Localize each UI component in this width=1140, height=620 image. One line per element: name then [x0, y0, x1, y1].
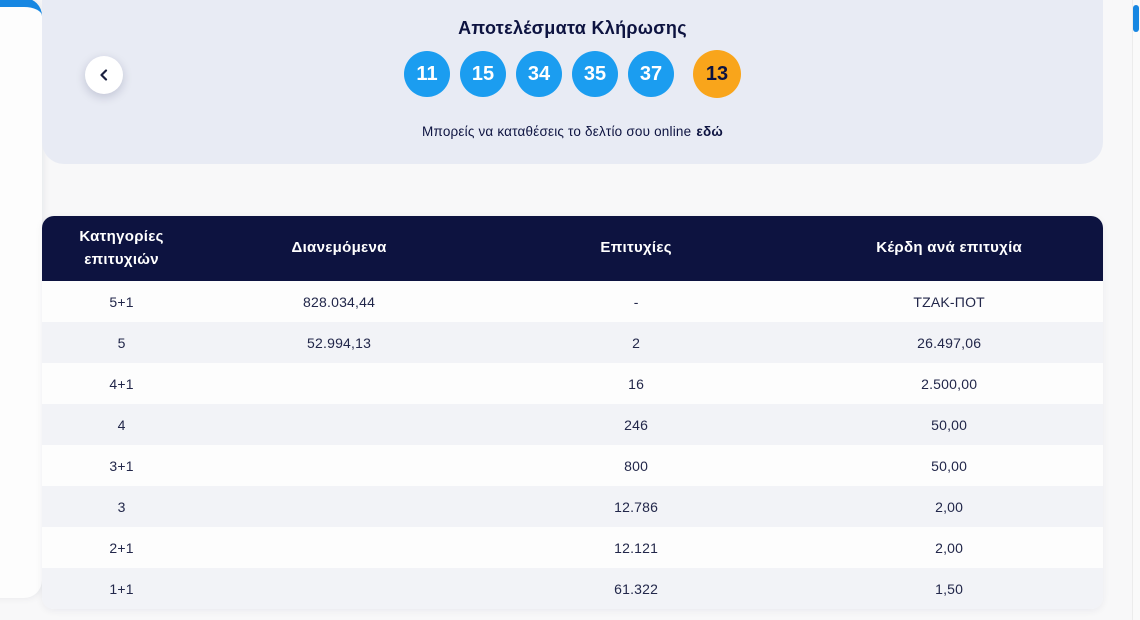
winners-cell: 61.322	[614, 580, 659, 597]
prize-cell: 2,00	[935, 539, 964, 556]
number-ball: 34	[516, 51, 562, 97]
winners-cell: 800	[624, 457, 649, 474]
number-ball: 15	[460, 51, 506, 97]
category-cell: 2+1	[109, 539, 134, 556]
winners-cell: 12.121	[614, 539, 659, 556]
prize-cell: 2.500,00	[921, 375, 978, 392]
table-row: 5 52.994,13 2 26.497,06	[42, 322, 1103, 363]
column-header: Κατηγορίες επιτυχιών	[42, 216, 202, 281]
prize-cell: ΤΖΑΚ-ΠΟΤ	[913, 293, 985, 310]
category-cell: 1+1	[109, 580, 134, 597]
distributed-cell: 52.994,13	[307, 334, 372, 351]
table-row: 1+1 61.322 1,50	[42, 568, 1103, 609]
scrollbar-thumb[interactable]	[1133, 5, 1139, 32]
distributed-cell: 828.034,44	[303, 293, 376, 310]
category-cell: 3+1	[109, 457, 134, 474]
number-ball: 11	[404, 51, 450, 97]
category-cell: 4	[117, 416, 126, 433]
column-header: Επιτυχίες	[477, 216, 796, 281]
table-body: 5+1 828.034,44 - ΤΖΑΚ-ΠΟΤ 5 52.994,13 2 26.497,…	[42, 281, 1103, 609]
prize-cell: 1,50	[935, 580, 964, 597]
winners-cell: 246	[624, 416, 649, 433]
chevron-left-icon	[99, 69, 109, 81]
prize-cell: 2,00	[935, 498, 964, 515]
results-title: Αποτελέσματα Κλήρωσης	[458, 18, 687, 38]
distributed-cell	[201, 486, 477, 527]
prize-cell: 50,00	[931, 457, 968, 474]
draw-results-panel: Αποτελέσματα Κλήρωσης 11 15 34 35 37 13 Μπορε…	[42, 0, 1103, 164]
table-row: 5+1 828.034,44 - ΤΖΑΚ-ΠΟΤ	[42, 281, 1103, 322]
table-row: 2+1 12.121 2,00	[42, 527, 1103, 568]
table-row: 4 246 50,00	[42, 404, 1103, 445]
prize-cell: 26.497,06	[917, 334, 982, 351]
number-ball: 35	[572, 51, 618, 97]
winnings-table: Κατηγορίες επιτυχιών Διανεμόμενα Επιτυχίες…	[42, 216, 1103, 609]
winners-cell: 12.786	[614, 498, 659, 515]
winnings-table-card: Κατηγορίες επιτυχιών Διανεμόμενα Επιτυχίες…	[42, 216, 1103, 609]
prize-cell: 50,00	[931, 416, 968, 433]
distributed-cell	[201, 445, 477, 486]
distributed-cell	[201, 404, 477, 445]
winners-cell: 2	[632, 334, 641, 351]
column-header: Κέρδη ανά επιτυχία	[795, 216, 1103, 281]
joker-ball: 13	[693, 50, 741, 98]
category-cell: 5+1	[109, 293, 134, 310]
previous-slide-edge	[0, 0, 42, 598]
scrollbar-track[interactable]	[1132, 0, 1140, 620]
category-cell: 5	[117, 334, 126, 351]
distributed-cell	[201, 568, 477, 609]
distributed-cell	[201, 527, 477, 568]
deposit-text: Μπορείς να καταθέσεις το δελτίο σου onli…	[422, 124, 692, 139]
table-row: 3+1 800 50,00	[42, 445, 1103, 486]
distributed-cell	[201, 363, 477, 404]
deposit-note: Μπορείς να καταθέσεις το δελτίο σου onli…	[422, 124, 723, 139]
draw-numbers: 11 15 34 35 37 13	[399, 50, 746, 98]
category-cell: 3	[117, 498, 126, 515]
table-header-row: Κατηγορίες επιτυχιών Διανεμόμενα Επιτυχίες…	[42, 216, 1103, 281]
number-ball: 37	[628, 51, 674, 97]
deposit-link[interactable]: εδώ	[696, 124, 723, 139]
category-cell: 4+1	[109, 375, 134, 392]
table-row: 4+1 16 2.500,00	[42, 363, 1103, 404]
winners-cell: -	[633, 293, 639, 310]
table-row: 3 12.786 2,00	[42, 486, 1103, 527]
column-header: Διανεμόμενα	[201, 216, 477, 281]
previous-draw-button[interactable]	[85, 56, 123, 94]
winners-cell: 16	[628, 375, 645, 392]
